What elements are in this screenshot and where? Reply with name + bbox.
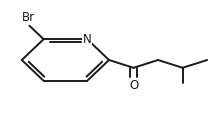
Text: O: O: [129, 79, 138, 92]
Text: Br: Br: [22, 11, 35, 24]
Text: N: N: [83, 33, 92, 46]
